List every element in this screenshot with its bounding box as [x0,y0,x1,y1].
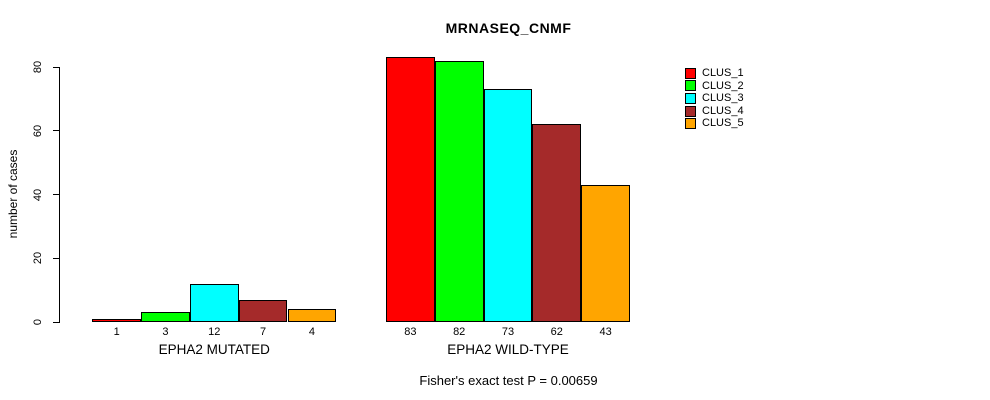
stats-caption: Fisher's exact test P = 0.00659 [419,373,598,388]
y-tick-label: 40 [32,188,44,201]
bar-clus_2-group2 [434,60,484,322]
legend-swatch [685,105,696,117]
bar-value-label: 62 [550,326,563,338]
bar-value-label: 82 [453,326,466,338]
bar-value-label: 12 [208,326,221,338]
y-tick [53,321,59,323]
bar-value-label: 43 [599,326,612,338]
bar-value-label: 7 [260,326,267,338]
bar-clus_5-group2 [581,184,630,322]
bar-clus_1-group2 [386,57,435,322]
legend-label: CLUS_3 [702,92,744,105]
bar-clus_2-group1 [141,312,190,322]
y-tick [53,66,59,68]
bar-clus_4-group2 [532,124,582,322]
bar-clus_4-group1 [238,299,288,322]
legend-label: CLUS_4 [702,104,744,117]
y-axis-label: number of cases [6,149,20,239]
chart-title: MRNASEQ_CNMF [445,20,572,36]
legend-item: CLUS_5 [685,117,744,130]
legend-swatch [685,80,696,92]
legend-item: CLUS_3 [685,92,744,105]
legend-swatch [685,118,696,130]
legend-swatch [685,67,696,79]
legend-label: CLUS_2 [702,79,744,92]
legend-item: CLUS_4 [685,105,744,118]
legend-item: CLUS_1 [685,67,744,80]
legend-swatch [685,92,696,104]
y-tick-label: 60 [32,124,44,137]
bar-clus_1-group1 [92,318,142,322]
x-axis-group-label: EPHA2 WILD-TYPE [447,342,569,357]
legend-label: CLUS_5 [702,117,744,130]
bar-clus_5-group1 [287,309,337,322]
bar-value-label: 1 [113,326,120,338]
legend: CLUS_1 CLUS_2 CLUS_3 CLUS_4 CLUS_5 [685,67,744,130]
bar-clus_3-group2 [483,89,533,322]
legend-item: CLUS_2 [685,80,744,93]
y-tick [53,130,59,132]
legend-label: CLUS_1 [702,67,744,79]
y-axis-line [59,67,60,323]
bar-value-label: 3 [162,326,169,338]
y-tick-label: 0 [32,318,44,326]
bar-value-label: 83 [404,326,417,338]
x-axis-group-label: EPHA2 MUTATED [158,342,270,357]
bar-value-label: 4 [308,326,315,338]
y-tick-label: 80 [32,60,44,74]
y-tick [53,257,59,259]
y-tick-label: 20 [32,252,44,265]
bar-value-label: 73 [501,326,515,338]
bar-clus_3-group1 [189,283,239,322]
y-tick [53,194,59,195]
